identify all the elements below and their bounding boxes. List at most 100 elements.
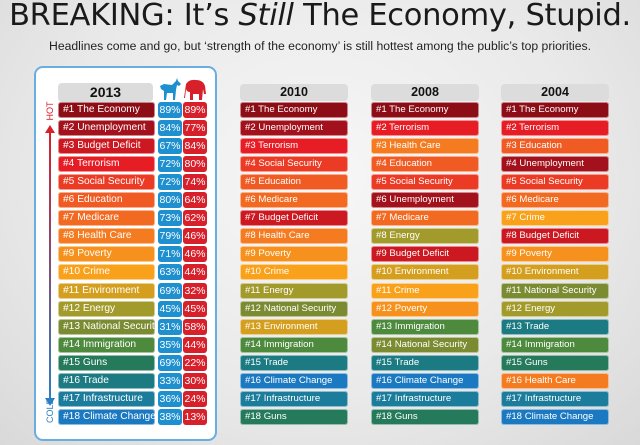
priority-row: #15 Guns <box>501 354 609 371</box>
democrat-percent: 36% <box>158 390 182 407</box>
topic: Climate Change <box>263 374 333 386</box>
rank: #14 <box>245 338 262 350</box>
topic: Crime <box>393 284 420 296</box>
republican-percent: 62% <box>183 210 207 227</box>
rank: #3 <box>245 140 256 152</box>
rank: #1 <box>63 104 75 115</box>
priority-row: #3 Education <box>501 138 609 155</box>
rank: #2 <box>376 122 387 134</box>
topic: Health Care <box>258 230 310 242</box>
priority-row: #15 Trade <box>371 354 479 371</box>
rank: #17 <box>506 392 523 404</box>
topic: National Security <box>394 338 468 350</box>
topic: Crime <box>519 212 545 224</box>
republican-percent: 74% <box>183 174 207 191</box>
republican-percent: 44% <box>183 264 207 281</box>
topic: Budget Deficit <box>77 140 141 152</box>
rank: #7 <box>376 212 387 224</box>
democrat-percent: 38% <box>158 408 182 425</box>
rank: #5 <box>245 176 256 188</box>
rank: #15 <box>245 356 262 368</box>
rank: #3 <box>63 140 75 152</box>
rank: #5 <box>506 176 517 188</box>
priority-row: #12 National Security <box>240 300 348 317</box>
rank: #17 <box>245 392 262 404</box>
rank: #6 <box>506 194 517 206</box>
republican-percent: 44% <box>183 336 207 353</box>
rank: #9 <box>376 248 387 260</box>
year-header-2008: 2008 <box>371 84 479 101</box>
democrat-percent: 31% <box>158 318 182 335</box>
priority-row: #16 Climate Change <box>240 372 348 389</box>
priority-row: #18 Climate Change <box>501 408 609 425</box>
headline-part1: BREAKING: It’s <box>9 0 239 33</box>
topic: Terrorism <box>77 158 120 170</box>
topic: Immigration <box>82 338 137 350</box>
priority-row: #9 Poverty <box>58 246 155 263</box>
priority-row: #16 Health Care <box>501 372 609 389</box>
topic: Budget Deficit <box>258 212 319 224</box>
topic: Social Security <box>389 176 453 188</box>
topic: Crime <box>263 266 290 278</box>
priority-row: #12 Poverty <box>371 300 479 317</box>
year-header-2010: 2010 <box>240 84 348 101</box>
rank: #13 <box>506 320 523 332</box>
topic: Trade <box>82 374 109 386</box>
republican-percent: 13% <box>183 408 207 425</box>
democrat-percent: 71% <box>158 246 182 263</box>
topic: Social Security <box>519 176 583 188</box>
priority-row: #6 Unemployment <box>371 192 479 209</box>
rank: #8 <box>63 230 75 242</box>
priority-row: #14 Immigration <box>501 336 609 353</box>
axis-line <box>49 132 51 400</box>
rank: #18 <box>376 410 393 422</box>
topic: Environment <box>82 284 140 296</box>
topic: Guns <box>524 356 548 368</box>
priority-row: #14 Immigration <box>58 336 155 353</box>
donkey-icon <box>160 78 181 100</box>
elephant-icon <box>184 79 206 100</box>
priority-row: #14 National Security <box>371 336 479 353</box>
priority-row: #17 Infrastructure <box>240 390 348 407</box>
republican-percent: 46% <box>183 246 207 263</box>
priority-row: #2 Unemployment <box>58 120 155 137</box>
priority-row: #4 Education <box>371 156 479 173</box>
topic: Health Care <box>77 230 132 242</box>
arrow-up-icon <box>45 125 55 133</box>
rank: #13 <box>63 320 80 332</box>
priority-row: #8 Health Care <box>240 228 348 245</box>
priority-row: #16 Trade <box>58 372 155 389</box>
democrat-percent: 67% <box>158 138 182 155</box>
priority-row: #15 Trade <box>240 354 348 371</box>
priority-row: #13 Trade <box>501 318 609 335</box>
topic: Guns <box>263 410 287 422</box>
hot-cold-axis: HOT COLD <box>44 100 56 430</box>
priority-row: #7 Budget Deficit <box>240 210 348 227</box>
rank: #7 <box>63 212 75 224</box>
topic: Unemployment <box>519 158 584 170</box>
priority-row: #5 Education <box>240 174 348 191</box>
priority-row: #17 Infrastructure <box>501 390 609 407</box>
priority-row: #10 Crime <box>58 264 155 281</box>
rank: #2 <box>63 122 75 134</box>
priority-row: #11 National Security <box>501 282 609 299</box>
topic: Guns <box>394 410 418 422</box>
priority-row: #8 Health Care <box>58 228 155 245</box>
rank: #7 <box>506 212 517 224</box>
rank: #8 <box>245 230 256 242</box>
priority-row: #12 Energy <box>501 300 609 317</box>
rank: #11 <box>245 284 261 296</box>
topic: Terrorism <box>519 122 560 134</box>
topic: Poverty <box>394 302 428 314</box>
priority-row: #18 Guns <box>240 408 348 425</box>
topic: Health Care <box>389 140 441 152</box>
priority-row: #8 Energy <box>371 228 479 245</box>
priority-row: #1 The Economy <box>501 102 609 118</box>
rank: #16 <box>506 374 523 386</box>
topic: Poverty <box>77 248 112 260</box>
rank: #6 <box>245 194 256 206</box>
democrat-percent: 45% <box>158 300 182 317</box>
priority-row: #13 National Security <box>58 318 155 335</box>
topic: Environment <box>263 320 318 332</box>
topic: Trade <box>524 320 550 332</box>
